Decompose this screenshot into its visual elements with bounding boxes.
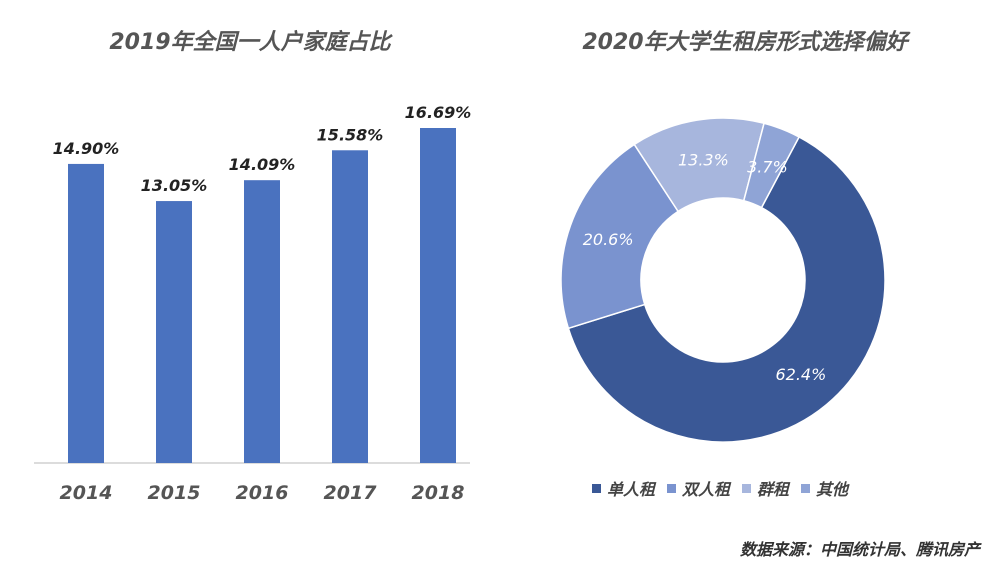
- data-source: 数据来源：中国统计局、腾讯房产: [739, 540, 980, 559]
- donut-slice-other: [742, 122, 801, 209]
- bar-value-label-2014: 14.90%: [53, 139, 120, 158]
- donut-label-single: 62.4%: [775, 365, 826, 384]
- legend-item-group: 群租: [742, 476, 789, 500]
- donut-label-group: 13.3%: [678, 151, 729, 170]
- donut-chart-title: 2020年大学生租房形式选择偏好: [582, 30, 908, 55]
- bar-chart-title: 2019年全国一人户家庭占比: [109, 30, 391, 55]
- bar-2016: [244, 180, 280, 463]
- donut-slice-single: [567, 135, 886, 443]
- legend-swatch-other: [801, 483, 811, 493]
- donut-slice-double: [560, 143, 680, 330]
- bar-2014: [68, 163, 104, 463]
- bar-2017: [332, 150, 368, 463]
- legend-label-group: 群租: [757, 480, 790, 499]
- x-tick-2016: 2016: [236, 482, 289, 504]
- bar-value-label-2018: 16.69%: [405, 103, 472, 122]
- legend-swatch-double: [667, 483, 677, 493]
- x-tick-2017: 2017: [324, 482, 378, 504]
- bar-2018: [420, 128, 456, 463]
- legend-swatch-group: [742, 483, 752, 493]
- legend-label-single: 单人租: [607, 480, 656, 499]
- legend-label-other: 其他: [816, 480, 849, 499]
- donut-label-double: 20.6%: [583, 230, 634, 249]
- legend-label-double: 双人租: [682, 480, 731, 499]
- bar-value-label-2015: 13.05%: [141, 176, 208, 195]
- legend-item-double: 双人租: [667, 476, 730, 500]
- bar-value-label-2016: 14.09%: [229, 155, 296, 174]
- bar-chart: 14.90% 2014 13.05% 2015 14.09% 2016 15.58% 2017…: [34, 103, 472, 504]
- x-tick-2014: 2014: [60, 482, 113, 504]
- legend-item-other: 其他: [801, 476, 848, 500]
- legend-item-single: 单人租: [592, 476, 655, 500]
- bar-value-label-2017: 15.58%: [317, 125, 384, 144]
- x-tick-2018: 2018: [412, 482, 465, 504]
- donut-legend: 单人租 双人租 群租 其他: [592, 476, 860, 500]
- legend-swatch-single: [592, 483, 601, 493]
- x-tick-2015: 2015: [148, 482, 201, 504]
- donut-label-other: 3.7%: [747, 157, 788, 176]
- bar-2015: [156, 201, 192, 463]
- donut-chart: 62.4% 20.6% 13.3% 3.7%: [560, 117, 886, 443]
